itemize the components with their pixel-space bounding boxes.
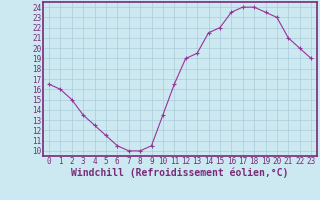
X-axis label: Windchill (Refroidissement éolien,°C): Windchill (Refroidissement éolien,°C) <box>71 168 289 178</box>
